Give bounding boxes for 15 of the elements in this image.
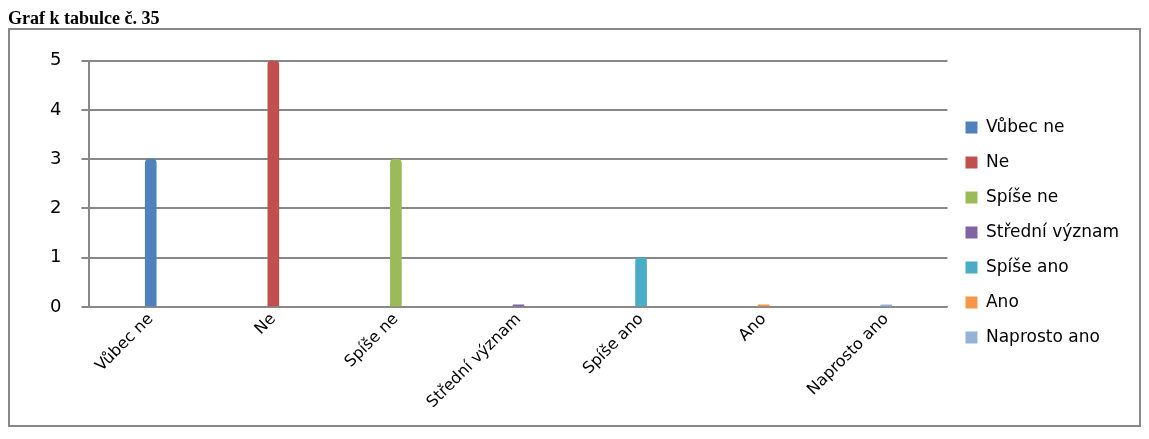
x-tick-label: Ano [734,309,770,345]
y-tick-label: 4 [50,97,62,119]
y-tick-label: 1 [50,245,62,267]
legend-label: Spíše ano [985,255,1069,276]
legend-label: Vůbec ne [985,115,1065,136]
legend-label: Spíše ne [985,185,1059,206]
chart-title: Graf k tabulce č. 35 [8,8,161,28]
y-tick-label: 0 [50,294,62,316]
legend-label: Střední význam [985,220,1120,241]
x-tick-label: Ne [250,309,280,338]
y-tick-label: 5 [50,48,62,70]
legend-label: Ano [985,290,1019,311]
legend-label: Ne [985,150,1010,171]
y-tick-label: 2 [50,196,62,218]
y-tick-label: 3 [50,146,62,168]
